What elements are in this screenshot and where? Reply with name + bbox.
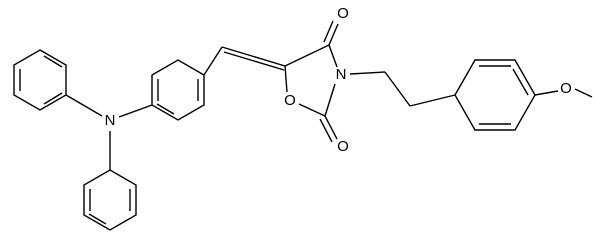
double-bond — [323, 20, 334, 43]
bond — [349, 71, 386, 75]
bond — [298, 103, 326, 117]
double-bond — [88, 213, 107, 225]
atom-label: O — [337, 138, 349, 155]
phenyl-ring — [13, 49, 67, 111]
double-bond — [43, 55, 63, 68]
double-bond — [43, 92, 63, 105]
bond — [328, 23, 339, 46]
atom-label: N — [336, 66, 347, 83]
phenyl-ring — [151, 59, 205, 121]
bond — [324, 83, 336, 117]
bond — [284, 44, 330, 67]
bond — [328, 44, 338, 68]
bond — [409, 94, 456, 107]
atom-label: O — [560, 80, 572, 97]
atom-label: O — [284, 92, 296, 109]
bond — [534, 90, 559, 96]
atom-label: N — [105, 112, 116, 129]
bond — [574, 88, 593, 98]
bond — [384, 71, 411, 107]
bond — [324, 115, 338, 140]
bonds — [13, 20, 593, 231]
phenyl-ring — [83, 169, 137, 231]
bond — [65, 94, 103, 117]
bond — [203, 46, 223, 76]
phenyl-ring — [454, 59, 536, 131]
bond — [284, 65, 288, 93]
bond — [221, 46, 286, 67]
double-bond — [512, 68, 529, 96]
double-bond — [156, 103, 175, 115]
double-bond — [223, 51, 285, 71]
bond — [118, 104, 153, 118]
double-bond — [319, 118, 333, 143]
atom-label: O — [337, 5, 349, 22]
